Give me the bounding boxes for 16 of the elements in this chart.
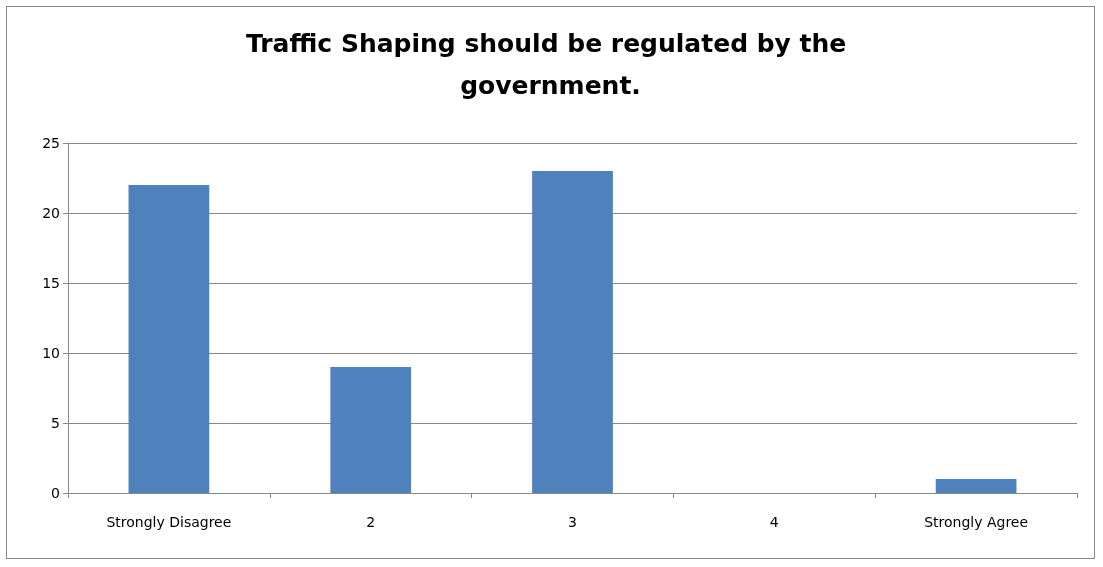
y-tick-label: 0 xyxy=(51,485,60,501)
y-tick-label: 15 xyxy=(42,275,60,291)
y-tick-label: 20 xyxy=(42,205,60,221)
bar xyxy=(330,367,412,493)
bar xyxy=(935,479,1017,493)
x-tick-label: 4 xyxy=(769,514,779,530)
bar xyxy=(532,171,613,493)
y-tick-label: 25 xyxy=(42,135,60,151)
y-tick-label: 5 xyxy=(51,415,60,431)
chart-title: Traffic Shaping should be regulated by the government. xyxy=(245,28,856,100)
x-tick-label: 3 xyxy=(568,514,577,530)
x-tick-label: Strongly Disagree xyxy=(106,514,232,530)
x-tick-label: Strongly Agree xyxy=(924,514,1029,530)
y-tick-label: 10 xyxy=(42,345,60,361)
bar xyxy=(128,185,210,493)
x-tick-label: 2 xyxy=(366,514,376,530)
